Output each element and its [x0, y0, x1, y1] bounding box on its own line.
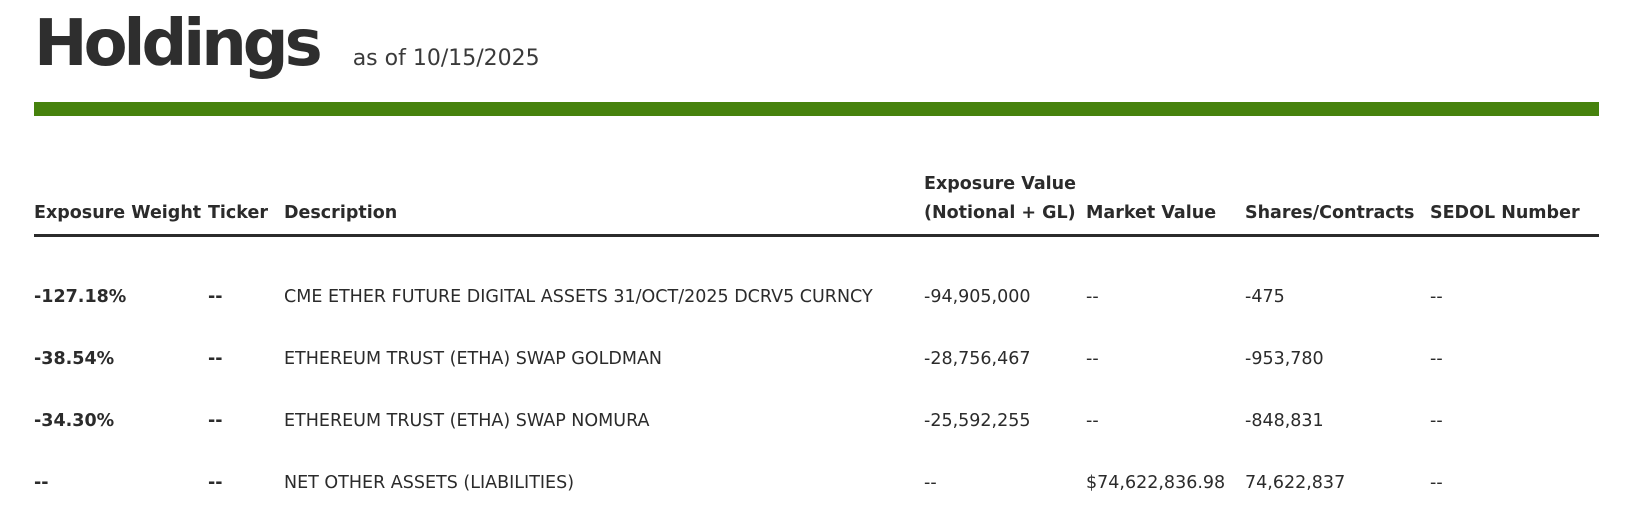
shares-contracts-cell: -953,780 [1245, 349, 1324, 369]
column-header-exposure-value-line1: Exposure Value [924, 174, 1076, 194]
column-header-description: Description [284, 170, 924, 237]
shares-contracts-cell: -848,831 [1245, 411, 1324, 431]
description-text: CME ETHER FUTURE DIGITAL ASSETS 31/OCT/2… [284, 287, 873, 307]
exposure-value-cell: -- [924, 473, 937, 493]
table-header-row: Exposure Weight Ticker Description Expos… [34, 170, 1599, 237]
column-header-exposure-weight: Exposure Weight [34, 170, 208, 237]
exposure-value-cell: -28,756,467 [924, 349, 1031, 369]
sedol-number-cell: -- [1430, 349, 1443, 369]
table-row: -- -- NET OTHER ASSETS (LIABILITIES) -- … [34, 439, 1599, 501]
ticker-cell: -- [208, 473, 223, 493]
ticker-cell: -- [208, 349, 223, 369]
holdings-header: Holdings as of 10/15/2025 [34, 7, 540, 82]
market-value-cell: -- [1086, 287, 1099, 307]
column-header-sedol-number: SEDOL Number [1430, 170, 1599, 237]
column-header-exposure-value-line2: (Notional + GL) [924, 203, 1076, 223]
exposure-weight-cell: -127.18% [34, 287, 127, 307]
exposure-weight-cell: -38.54% [34, 349, 115, 369]
page-title: Holdings [34, 7, 323, 81]
column-header-ticker: Ticker [208, 170, 284, 237]
column-header-shares-contracts: Shares/Contracts [1245, 170, 1430, 237]
ticker-cell: -- [208, 287, 223, 307]
exposure-weight-cell: -- [34, 473, 49, 493]
description-cell: CME ETHER FUTURE DIGITAL ASSETS 31/OCT/2… [284, 236, 924, 316]
market-value-cell: -- [1086, 411, 1099, 431]
column-header-exposure-value: Exposure Value (Notional + GL) [924, 170, 1086, 237]
holdings-table: Exposure Weight Ticker Description Expos… [34, 170, 1599, 501]
column-header-market-value: Market Value [1086, 170, 1245, 237]
shares-contracts-cell: 74,622,837 [1245, 473, 1346, 493]
exposure-weight-cell: -34.30% [34, 411, 115, 431]
description-cell: ETHEREUM TRUST (ETHA) SWAP NOMURA [284, 411, 650, 431]
ticker-cell: -- [208, 411, 223, 431]
exposure-value-cell: -94,905,000 [924, 287, 1031, 307]
description-cell: ETHEREUM TRUST (ETHA) SWAP GOLDMAN [284, 349, 663, 369]
table-row: -34.30% -- ETHEREUM TRUST (ETHA) SWAP NO… [34, 377, 1599, 439]
table-row: -38.54% -- ETHEREUM TRUST (ETHA) SWAP GO… [34, 315, 1599, 377]
exposure-value-cell: -25,592,255 [924, 411, 1031, 431]
table-row: -127.18% -- CME ETHER FUTURE DIGITAL ASS… [34, 236, 1599, 316]
shares-contracts-cell: -475 [1245, 287, 1285, 307]
description-cell: NET OTHER ASSETS (LIABILITIES) [284, 473, 575, 493]
accent-divider [34, 102, 1599, 116]
as-of-date: as of 10/15/2025 [352, 46, 540, 71]
sedol-number-cell: -- [1430, 411, 1443, 431]
market-value-cell: $74,622,836.98 [1086, 473, 1226, 493]
market-value-cell: -- [1086, 349, 1099, 369]
sedol-number-cell: -- [1430, 473, 1443, 493]
sedol-number-cell: -- [1430, 287, 1443, 307]
